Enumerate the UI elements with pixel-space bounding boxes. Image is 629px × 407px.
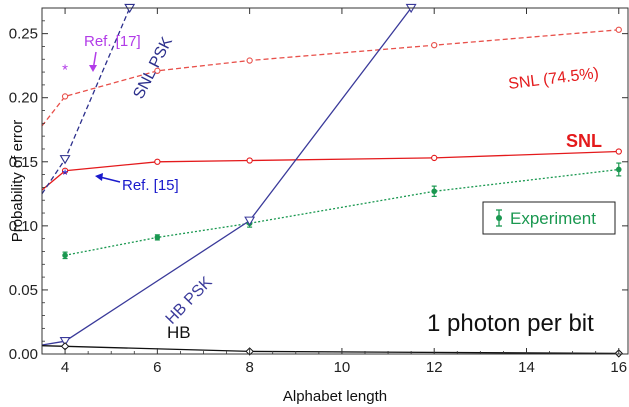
hb-label: HB xyxy=(167,323,191,342)
legend-experiment-label: Experiment xyxy=(510,209,596,228)
point-experiment-0 xyxy=(62,252,68,259)
point-snl-74-5-3 xyxy=(246,57,253,64)
y-tick-0.05: 0.05 xyxy=(9,282,628,299)
y-axis-title: Probability of error xyxy=(9,120,26,243)
x-tick-6: 6 xyxy=(153,8,162,376)
ref15-arrowhead xyxy=(95,173,103,181)
axes-layer: 4 6 8 10 12 14 16 0.00 0.05 0.10 0.15 0.20 0.25 Alpha… xyxy=(9,7,629,405)
x-tick-label-12: 12 xyxy=(426,359,443,376)
photon-per-bit-label: 1 photon per bit xyxy=(427,310,594,337)
point-snl-74-5-1 xyxy=(61,93,69,100)
x-tick-label-10: 10 xyxy=(334,359,351,376)
ref17-label: Ref. [17] xyxy=(84,33,141,50)
x-tick-label-6: 6 xyxy=(153,359,161,376)
y-tick-label-0.15: 0.15 xyxy=(9,154,38,171)
x-tick-4: 4 xyxy=(61,8,69,376)
point-snl-74-5-5 xyxy=(615,26,622,33)
point-snl-5 xyxy=(615,148,622,155)
point-snl-2 xyxy=(154,158,161,165)
y-tick-0.00: 0.00 xyxy=(9,346,628,363)
y-tick-0.25: 0.25 xyxy=(9,26,628,43)
x-tick-label-16: 16 xyxy=(610,359,627,376)
marker-layer: ** xyxy=(59,3,623,358)
ref15-label: Ref. [15] xyxy=(122,177,179,194)
y-tick-0.20: 0.20 xyxy=(9,90,628,107)
point-snl-psk-1 xyxy=(59,155,71,165)
reference-star-1: * xyxy=(62,167,68,184)
point-experiment-1 xyxy=(154,234,161,241)
x-tick-label-14: 14 xyxy=(518,359,535,376)
point-snl-3 xyxy=(246,157,253,164)
point-experiment-3 xyxy=(431,188,438,195)
series-line-snl-74-5 xyxy=(42,29,619,127)
x-tick-8: 8 xyxy=(245,8,254,376)
plot-frame xyxy=(41,7,629,355)
point-snl-74-5-4 xyxy=(431,42,438,49)
ref15-arrow xyxy=(99,176,121,183)
snl-label: SNL xyxy=(566,131,602,151)
y-tick-0.10: 0.10 xyxy=(9,218,628,235)
point-hb-psk-2 xyxy=(244,216,256,226)
x-tick-10: 10 xyxy=(334,8,351,376)
x-tick-14: 14 xyxy=(518,8,535,376)
series-line-experiment xyxy=(64,168,619,256)
hb-psk-label: HB PSK xyxy=(163,274,216,328)
series-line-hb-psk xyxy=(42,8,412,346)
point-snl-74-5-2 xyxy=(154,67,161,74)
annotation-layer: SNL PSK HB PSK HB SNL SNL (74.5%) Ref. [… xyxy=(84,33,616,342)
legend-box: Experiment xyxy=(482,201,616,235)
y-tick-label-0.05: 0.05 xyxy=(9,282,38,299)
x-tick-16: 16 xyxy=(610,8,627,376)
series-line-hb xyxy=(42,345,619,354)
snl-745-label: SNL (74.5%) xyxy=(507,65,599,93)
point-experiment-4 xyxy=(615,166,622,173)
y-tick-0.15: 0.15 xyxy=(9,154,628,171)
reference-star-0: * xyxy=(62,62,68,79)
x-tick-label-8: 8 xyxy=(245,359,253,376)
y-tick-label-0.10: 0.10 xyxy=(9,218,38,235)
x-tick-label-4: 4 xyxy=(61,359,69,376)
series-line-snl xyxy=(42,150,619,191)
y-tick-label-0.25: 0.25 xyxy=(9,26,38,43)
x-axis-title: Alphabet length xyxy=(283,388,387,405)
point-snl-4 xyxy=(431,154,438,162)
ref17-arrowhead xyxy=(89,65,97,72)
y-tick-label-0.20: 0.20 xyxy=(9,90,38,107)
point-hb-psk-1 xyxy=(59,337,71,347)
y-tick-label-0.00: 0.00 xyxy=(9,346,38,363)
x-tick-12: 12 xyxy=(426,8,443,376)
point-snl-1 xyxy=(61,167,69,174)
